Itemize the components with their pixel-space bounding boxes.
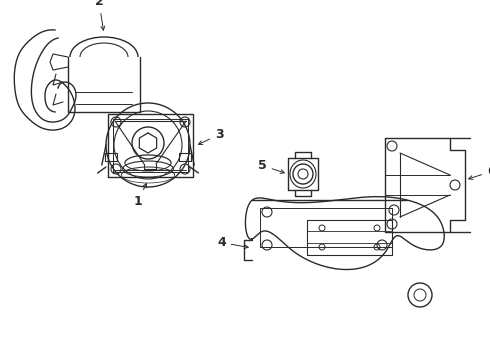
Text: 1: 1 [134, 184, 147, 208]
Text: 2: 2 [95, 0, 105, 30]
Text: 3: 3 [198, 128, 223, 144]
Text: 6: 6 [468, 165, 490, 180]
Text: 4: 4 [217, 236, 248, 249]
Text: 5: 5 [258, 159, 284, 174]
